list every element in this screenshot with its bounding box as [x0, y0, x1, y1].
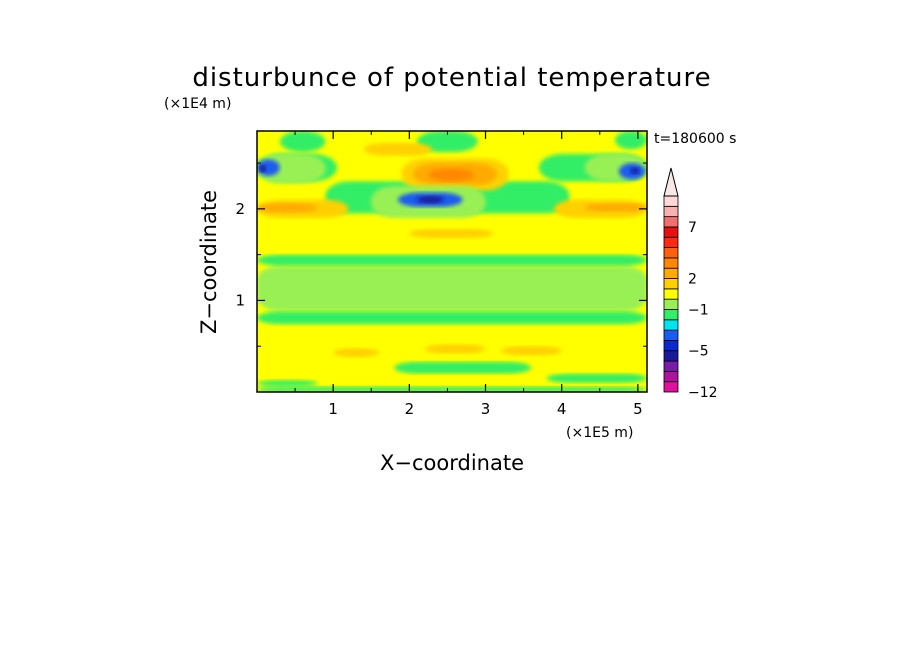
x-axis: 1 2 3 4 5: [294, 131, 643, 418]
colorbar-segment: [663, 247, 679, 259]
colorbar-segment: [663, 381, 679, 393]
x-tick-label: 1: [328, 400, 338, 418]
x-axis-label: X−coordinate: [380, 451, 524, 475]
colorbar-tick-label: −1: [688, 302, 709, 318]
contour-region: [584, 203, 647, 212]
contour-region: [259, 164, 267, 173]
contour-region: [546, 373, 647, 383]
colorbar-tick-label: −12: [688, 385, 718, 401]
colorbar-segment: [663, 278, 679, 290]
contour-region: [363, 142, 433, 156]
colorbar-segment: [663, 257, 679, 269]
contour-region: [257, 265, 647, 312]
x-tick-label: 4: [557, 400, 567, 418]
y-tick-label: 2: [235, 200, 245, 218]
y-axis: 12: [235, 162, 647, 347]
chart-title: disturbunce of potential temperature: [192, 63, 711, 93]
colorbar-segment: [663, 329, 679, 341]
colorbar: 7 2 −1 −5 −12: [663, 167, 718, 401]
x-tick-label: 5: [633, 400, 643, 418]
contour-region: [333, 348, 379, 358]
colorbar-segment: [663, 205, 679, 218]
contour-region: [257, 203, 318, 213]
colorbar-segment: [663, 267, 679, 279]
contour-region: [615, 131, 647, 150]
colorbar-tick-label: 7: [688, 220, 697, 236]
colorbar-segment: [663, 319, 679, 331]
contour-region: [428, 168, 475, 182]
y-tick-label: 1: [235, 291, 245, 309]
contour-region: [416, 131, 478, 153]
colorbar-segment: [663, 340, 679, 352]
contour-region: [257, 380, 318, 387]
time-label: t=180600 s: [654, 131, 736, 147]
colorbar-segment: [663, 370, 679, 383]
colorbar-segment: [663, 226, 679, 238]
colorbar-segment: [663, 288, 679, 300]
contour-region: [630, 167, 640, 175]
plot-area: [256, 130, 648, 393]
plot-frame: [256, 130, 648, 393]
colorbar-segment: [663, 216, 679, 228]
contour-region: [500, 346, 562, 356]
colorbar-extend-arrow: [663, 167, 679, 197]
x-tick-label: 3: [481, 400, 491, 418]
contour-region: [394, 361, 532, 374]
colorbar-segment: [663, 309, 679, 321]
colorbar-segment: [663, 350, 679, 362]
contour-region: [257, 386, 647, 392]
contour-region: [424, 344, 486, 354]
contour-region: [257, 254, 647, 266]
contour-region: [416, 196, 444, 204]
colorbar-segment: [663, 298, 679, 310]
contour-region: [409, 228, 494, 239]
contour-region: [279, 131, 326, 153]
colorbar-tick-label: −5: [688, 344, 709, 360]
contour-region: [257, 311, 647, 325]
x-tick-label: 2: [405, 400, 415, 418]
colorbar-tick-label: 2: [688, 272, 697, 288]
colorbar-segment: [663, 236, 679, 248]
colorbar-segment: [663, 195, 679, 207]
x-multiplier: (×1E5 m): [566, 425, 633, 441]
y-multiplier: (×1E4 m): [164, 96, 231, 112]
y-axis-label: Z−coordinate: [197, 190, 221, 334]
colorbar-segment: [663, 360, 679, 372]
